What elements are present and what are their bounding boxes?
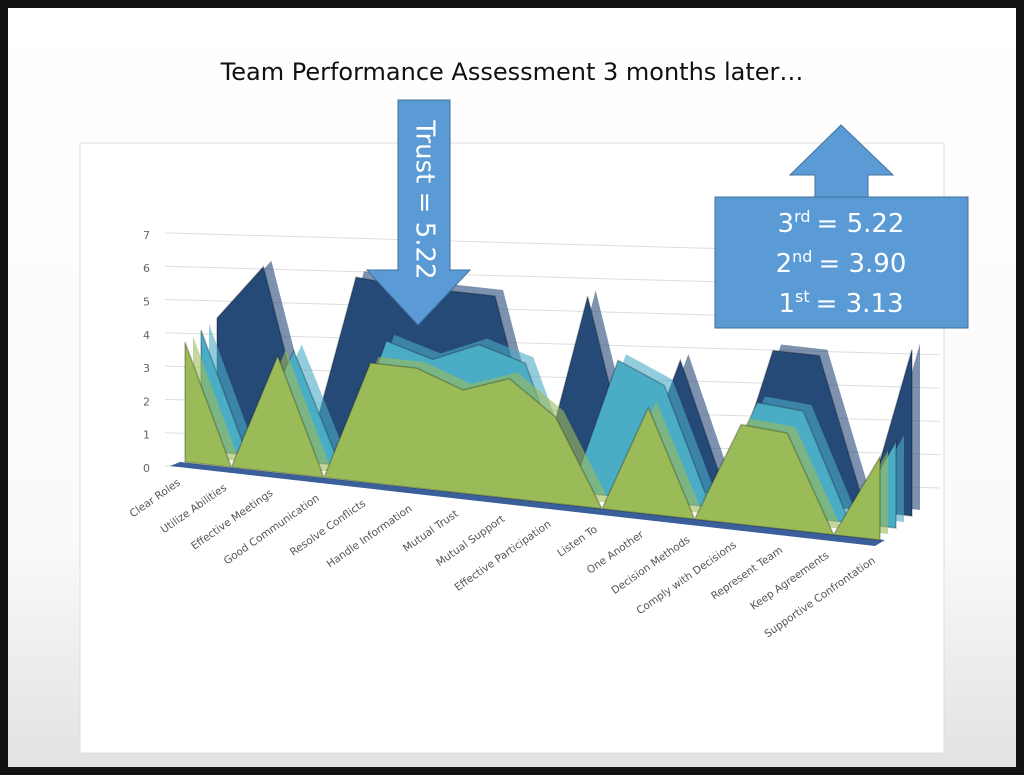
y-tick-label: 1 <box>143 429 150 442</box>
rank-ordinal: 2 <box>776 249 793 279</box>
rank-suffix: rd <box>794 207 810 226</box>
y-tick-label: 6 <box>143 262 150 275</box>
y-tick-label: 5 <box>143 296 150 309</box>
rank-ordinal: 1 <box>778 289 795 319</box>
rank-label: 2nd = 3.90 <box>776 247 907 279</box>
trust-label: Trust = 5.22 <box>410 119 440 279</box>
y-tick-label: 3 <box>143 362 150 375</box>
rank-value: = 3.90 <box>818 249 906 279</box>
rank-value: = 5.22 <box>817 209 905 239</box>
area <box>184 341 881 541</box>
down-arrow <box>365 99 472 326</box>
y-tick-label: 2 <box>143 395 150 408</box>
rank-ordinal: 3 <box>778 209 795 239</box>
rank-box <box>714 196 969 329</box>
rank-value: = 3.13 <box>816 289 904 319</box>
floor <box>170 462 885 546</box>
rank-suffix: st <box>795 287 810 306</box>
rank-label: 3rd = 5.22 <box>778 207 905 239</box>
y-tick-label: 4 <box>143 329 150 342</box>
chart-title: Team Performance Assessment 3 months lat… <box>220 58 804 86</box>
y-tick-label: 0 <box>143 462 150 475</box>
y-tick-label: 7 <box>143 229 150 242</box>
rank-suffix: nd <box>792 247 812 266</box>
rank-label: 1st = 3.13 <box>778 287 903 319</box>
up-arrow <box>788 124 895 201</box>
annotations: Trust = 5.22 3rd = 5.22 2nd = 3.90 1st = 3.13 <box>365 99 969 329</box>
